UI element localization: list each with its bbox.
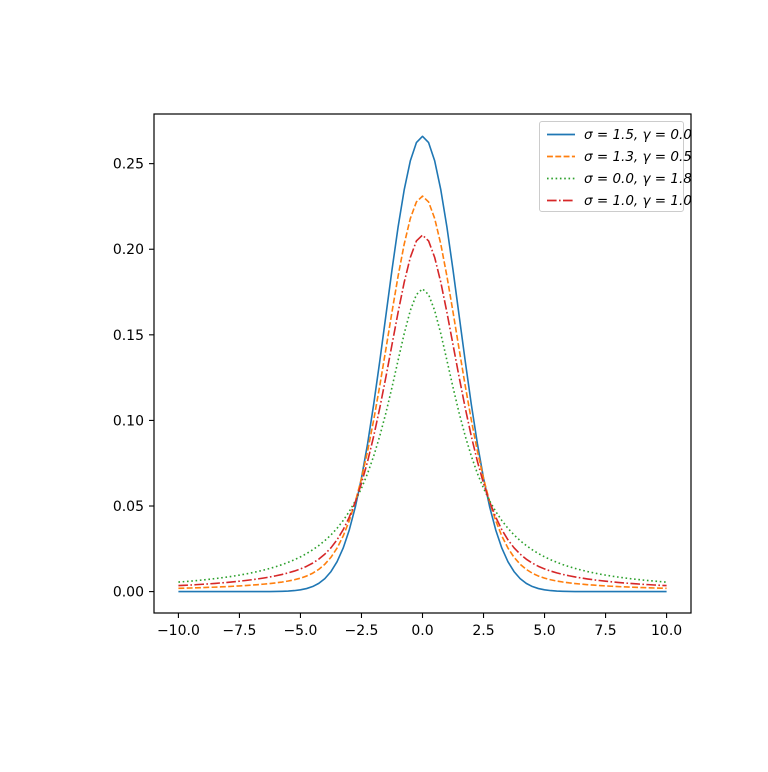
series-line-gaussian <box>178 135 667 593</box>
legend-label: σ = 0.0, γ = 1.8 <box>584 170 692 187</box>
x-tick-label: 5.0 <box>533 623 555 639</box>
legend-entry: σ = 1.3, γ = 0.5 <box>546 146 692 168</box>
x-tick-label: 10.0 <box>651 623 682 639</box>
series-line-voigt-1.3-0.5 <box>178 195 667 590</box>
x-tick-label: 7.5 <box>594 623 616 639</box>
legend-line-sample-dashdot <box>547 199 575 202</box>
x-tick-label: 0.0 <box>411 623 433 639</box>
legend: σ = 1.5, γ = 0.0 σ = 1.3, γ = 0.5 σ = 0.… <box>539 121 692 212</box>
x-tick-label: −7.5 <box>222 623 256 639</box>
legend-entry: σ = 0.0, γ = 1.8 <box>546 168 692 190</box>
legend-label: σ = 1.0, γ = 1.0 <box>584 192 692 209</box>
y-tick-label: 0.15 <box>113 328 144 344</box>
x-tick-label: −5.0 <box>283 623 317 639</box>
legend-line-sample-dotted <box>547 177 575 180</box>
y-tick-label: 0.20 <box>113 242 144 258</box>
series-line-lorentzian <box>178 288 667 583</box>
y-tick-label: 0.05 <box>113 499 144 515</box>
x-tick-label: 2.5 <box>472 623 494 639</box>
legend-label: σ = 1.5, γ = 0.0 <box>584 126 692 143</box>
x-tick-label: −2.5 <box>344 623 378 639</box>
series-line-voigt-1.0-1.0 <box>178 234 667 587</box>
legend-entry: σ = 1.0, γ = 1.0 <box>546 190 692 212</box>
legend-line-sample-solid <box>547 133 575 136</box>
legend-line-sample-dashed <box>547 155 575 158</box>
x-tick-label: −10.0 <box>157 623 200 639</box>
y-tick-label: 0.00 <box>113 585 144 601</box>
y-tick-label: 0.10 <box>113 413 144 429</box>
legend-label: σ = 1.3, γ = 0.5 <box>584 148 692 165</box>
y-tick-label: 0.25 <box>113 157 144 173</box>
legend-entry: σ = 1.5, γ = 0.0 <box>546 124 692 146</box>
